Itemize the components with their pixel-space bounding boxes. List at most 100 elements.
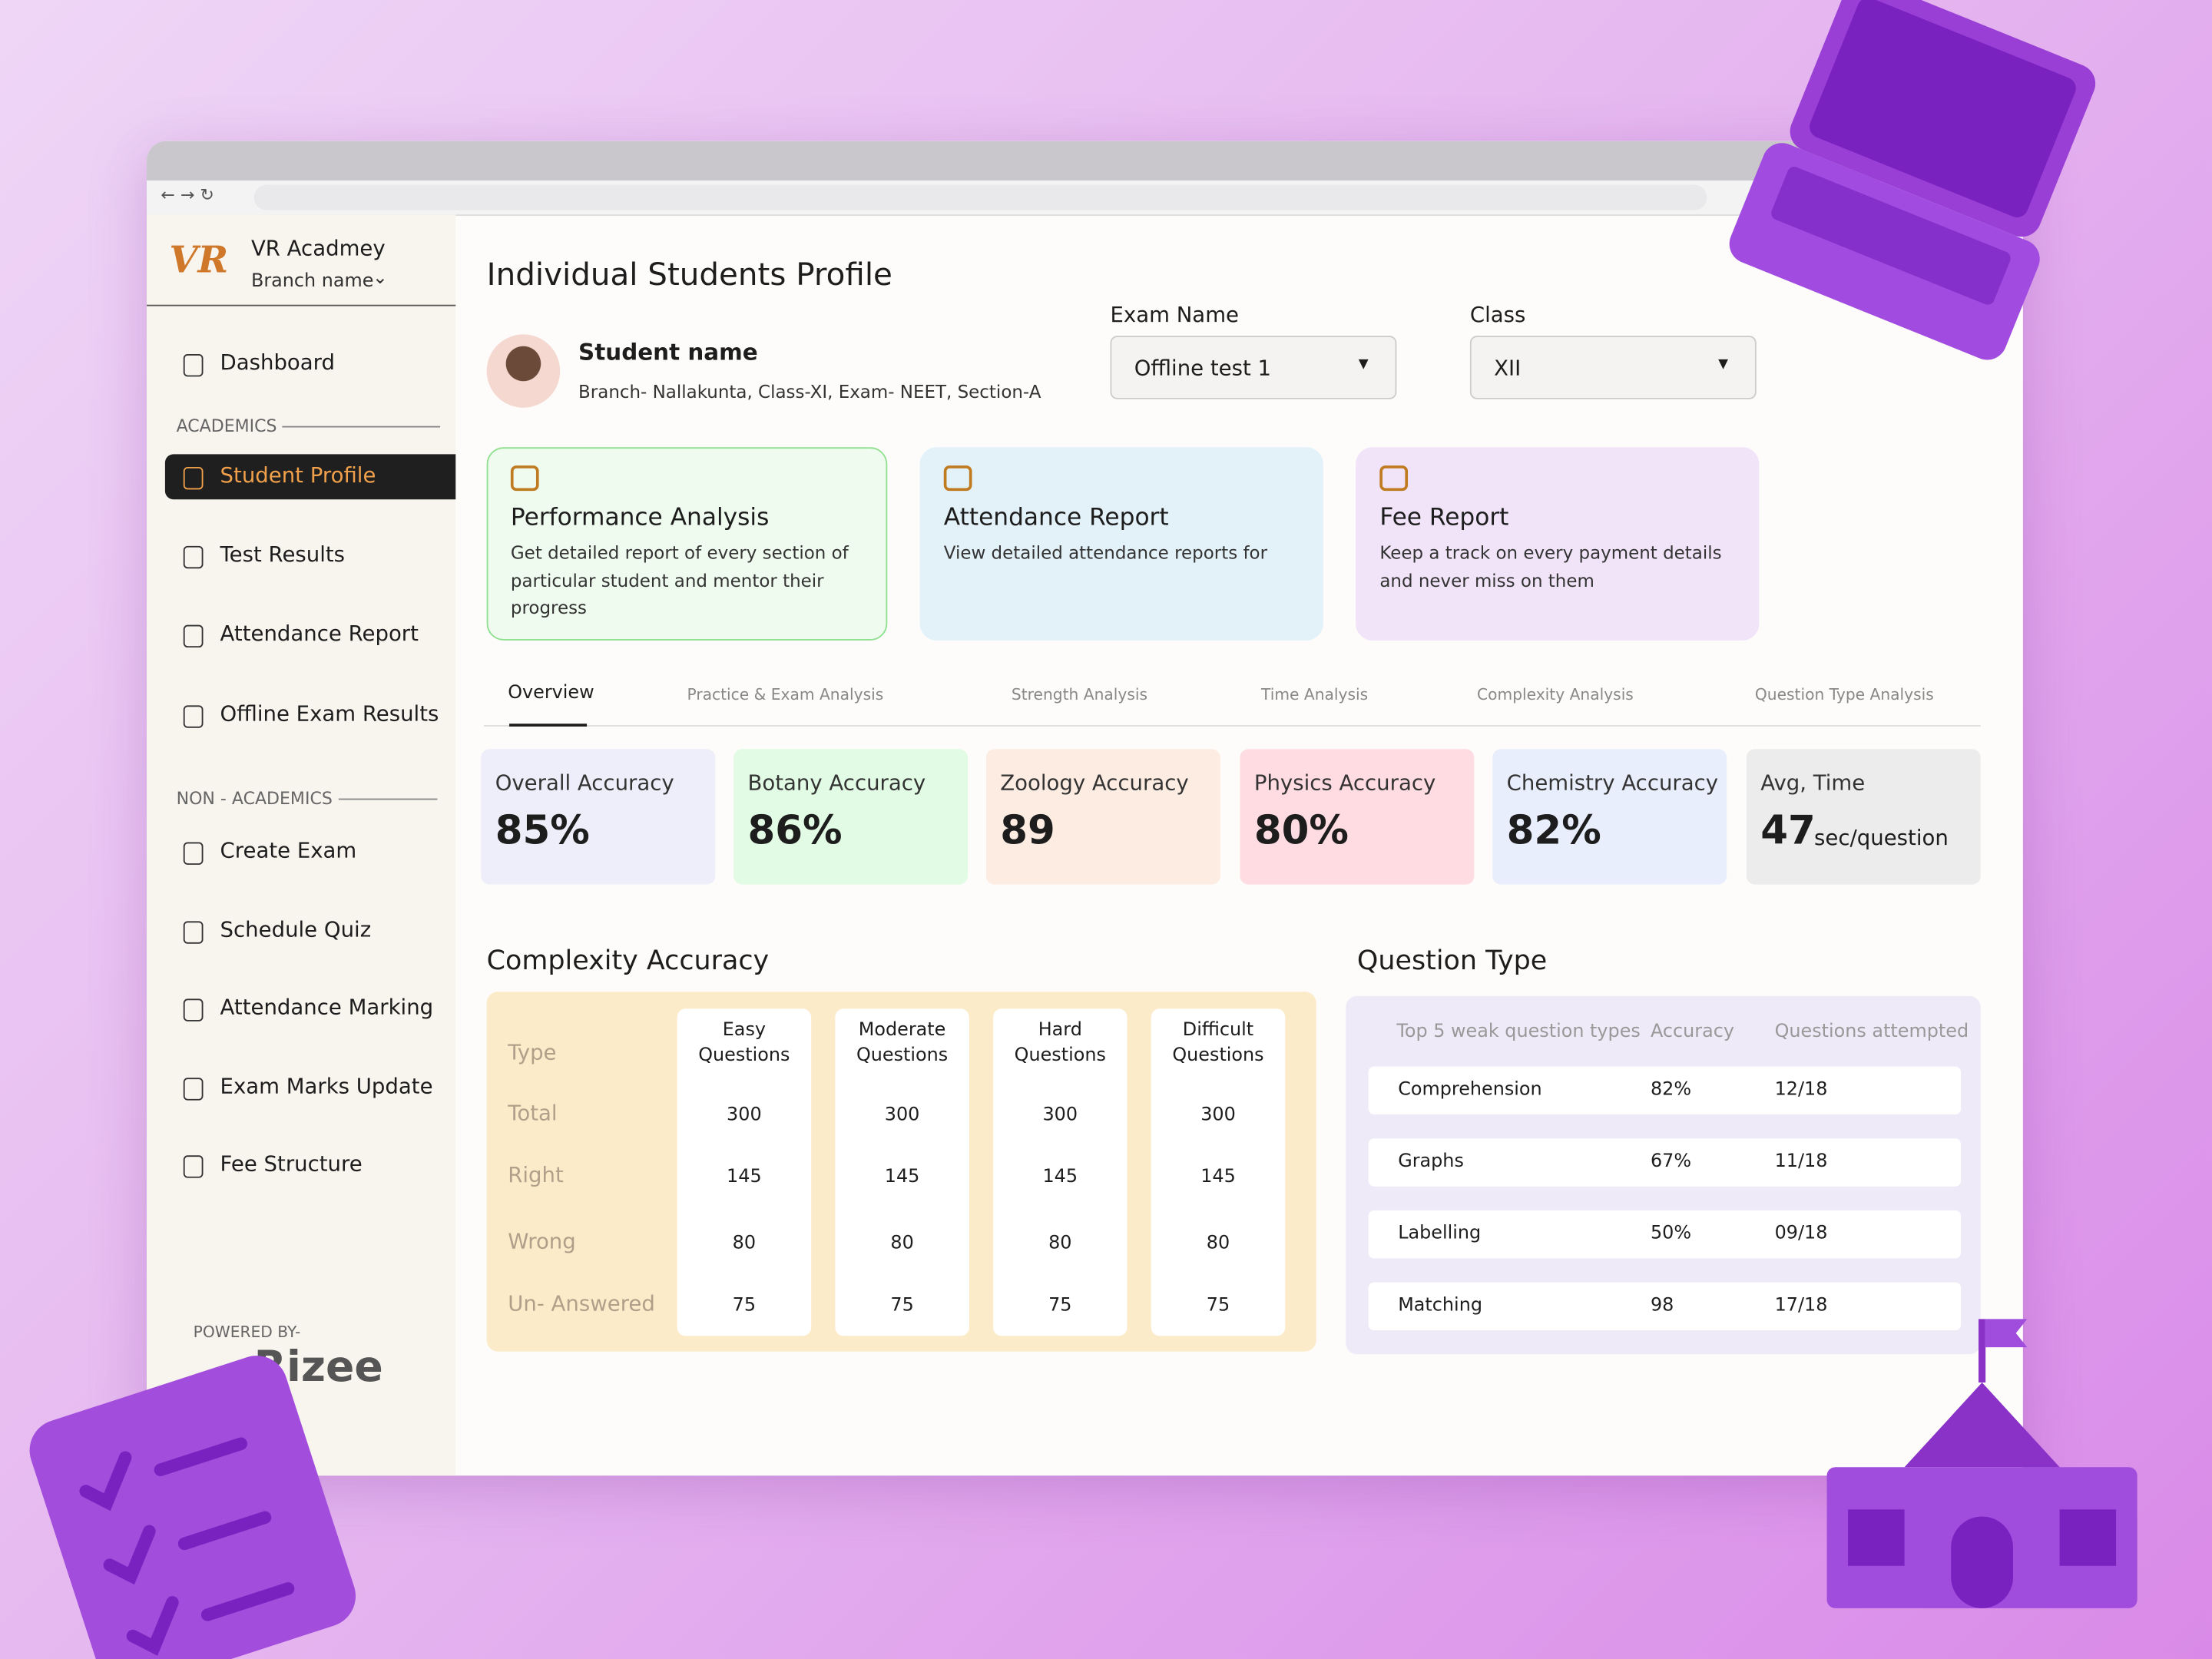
column-header: Hard xyxy=(1038,1019,1082,1041)
school-building xyxy=(1826,1467,2137,1608)
cell: 145 xyxy=(727,1166,762,1188)
sidebar xyxy=(147,214,456,1476)
stat-value: 86% xyxy=(747,806,843,854)
nav-item[interactable]: Schedule Quiz xyxy=(220,916,372,942)
feature-card[interactable] xyxy=(919,447,1323,641)
column-header: Top 5 weak question types xyxy=(1396,1021,1641,1043)
tab-rule xyxy=(483,725,1981,727)
dropdown[interactable] xyxy=(1110,336,1397,399)
tab[interactable]: Complexity Analysis xyxy=(1477,685,1634,704)
student-details: Branch- Nallakunta, Class-XI, Exam- NEET… xyxy=(578,380,1041,402)
feature-card[interactable] xyxy=(1356,447,1760,641)
stat-value: 47 xyxy=(1760,806,1816,854)
nav-icon xyxy=(183,998,204,1022)
section-title: Complexity Accuracy xyxy=(486,945,770,977)
nav-icon xyxy=(183,705,204,728)
nav-item[interactable]: Attendance Report xyxy=(220,621,419,647)
powered-by: POWERED BY- xyxy=(193,1323,301,1342)
column-header: Questions attempted xyxy=(1774,1021,1969,1043)
complexity-column xyxy=(835,1008,969,1336)
dropdown-value[interactable]: Offline test 1 xyxy=(1134,355,1272,381)
field-label: Exam Name xyxy=(1110,302,1239,328)
nav-item[interactable]: Test Results xyxy=(220,541,346,568)
nav-item[interactable]: Exam Marks Update xyxy=(220,1073,433,1099)
nav-icon xyxy=(183,1078,204,1101)
section-title: Question Type xyxy=(1356,945,1548,977)
column-header: Questions xyxy=(1172,1045,1264,1067)
stat-label: Physics Accuracy xyxy=(1253,770,1436,796)
dropdown[interactable] xyxy=(1469,336,1757,399)
tab[interactable]: Practice & Exam Analysis xyxy=(687,685,884,704)
tab[interactable]: Strength Analysis xyxy=(1011,685,1148,704)
complexity-column xyxy=(993,1008,1128,1336)
stat-label: Zoology Accuracy xyxy=(1000,770,1189,796)
tab[interactable]: Time Analysis xyxy=(1261,685,1369,704)
school-door xyxy=(1951,1516,2014,1608)
cell: 145 xyxy=(1200,1166,1236,1188)
nav-buttons[interactable]: ← → ↻ xyxy=(161,184,214,205)
url-field[interactable] xyxy=(253,184,1707,210)
cell: Labelling xyxy=(1398,1223,1482,1244)
column-header: Questions xyxy=(1014,1045,1106,1067)
branch-selector[interactable]: Branch name xyxy=(250,270,374,293)
stat-card xyxy=(1240,749,1475,885)
nav-item[interactable]: Attendance Marking xyxy=(220,994,434,1020)
nav-icon xyxy=(183,545,204,569)
cell: 75 xyxy=(1048,1295,1072,1316)
tab[interactable]: Overview xyxy=(508,682,594,704)
nav-item[interactable]: Student Profile xyxy=(220,462,376,488)
column-header: Moderate xyxy=(858,1019,946,1041)
section-label: ACADEMICS xyxy=(176,416,277,436)
cell: 300 xyxy=(884,1104,920,1126)
nav-icon xyxy=(183,842,204,865)
stat-card xyxy=(481,749,716,885)
dropdown-caret[interactable]: ▾ xyxy=(1718,353,1729,376)
cell: 300 xyxy=(1042,1104,1078,1126)
question-row xyxy=(1368,1210,1962,1259)
page-title: Individual Students Profile xyxy=(486,258,892,294)
cell: 300 xyxy=(727,1104,762,1126)
nav-active-bg[interactable] xyxy=(164,454,456,500)
cell: 50% xyxy=(1650,1223,1692,1244)
card-description: Keep a track on every payment details an… xyxy=(1379,541,1722,591)
cell: 75 xyxy=(732,1295,757,1316)
tab[interactable]: Question Type Analysis xyxy=(1754,685,1934,704)
powered-brand: Rizee xyxy=(253,1343,383,1392)
cell: 11/18 xyxy=(1774,1151,1828,1173)
row-label: Type xyxy=(508,1039,557,1065)
nav-icon xyxy=(183,624,204,648)
cell: 80 xyxy=(1048,1233,1072,1254)
stat-label: Overall Accuracy xyxy=(495,770,674,796)
question-row xyxy=(1368,1282,1962,1331)
sidebar-divider xyxy=(147,304,456,306)
nav-icon xyxy=(183,921,204,944)
stat-label: Chemistry Accuracy xyxy=(1506,770,1719,796)
cell: 98 xyxy=(1650,1295,1674,1316)
section-rule xyxy=(338,798,438,800)
nav-item[interactable]: Offline Exam Results xyxy=(220,700,439,727)
dropdown-caret[interactable]: ▾ xyxy=(1358,353,1369,376)
dropdown-value[interactable]: XII xyxy=(1494,355,1522,381)
nav-item[interactable]: Dashboard xyxy=(220,349,336,376)
logo: VR xyxy=(169,240,229,283)
feature-card[interactable] xyxy=(486,447,888,641)
cell: 80 xyxy=(732,1233,757,1254)
avatar xyxy=(486,334,561,408)
nav-item[interactable]: Fee Structure xyxy=(220,1151,363,1177)
cell: 80 xyxy=(1206,1233,1230,1254)
field-label: Class xyxy=(1469,302,1526,328)
nav-item[interactable]: Create Exam xyxy=(220,838,357,864)
branch-caret[interactable]: ⌄ xyxy=(372,267,388,290)
complexity-column xyxy=(677,1008,812,1336)
card-icon xyxy=(510,465,539,492)
card-description: View detailed attendance reports for xyxy=(943,541,1268,563)
stat-unit: sec/question xyxy=(1814,825,1949,851)
cell: 75 xyxy=(890,1295,914,1316)
stat-card xyxy=(1746,749,1981,885)
column-header: Accuracy xyxy=(1650,1021,1735,1043)
question-row xyxy=(1368,1138,1962,1187)
row-label: Total xyxy=(508,1100,558,1126)
card-title: Attendance Report xyxy=(943,503,1169,532)
